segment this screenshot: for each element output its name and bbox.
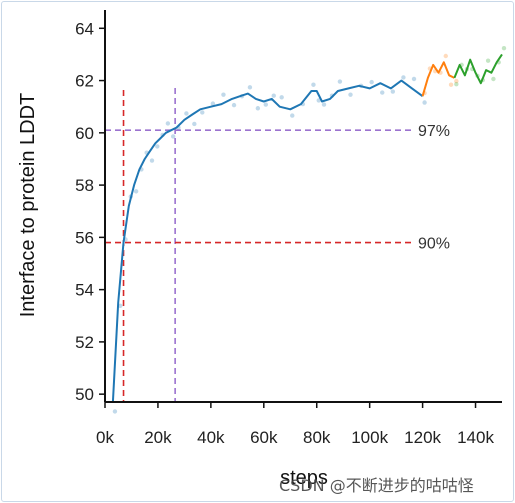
x-tick-label: 80k (303, 428, 331, 447)
series-point (401, 75, 406, 80)
series-point (348, 92, 353, 97)
series-point (443, 53, 448, 59)
series-point (170, 134, 176, 139)
y-tick-label: 50 (75, 385, 94, 404)
x-tick-label: 100k (351, 428, 388, 447)
series-point (454, 78, 459, 84)
ticks: 50 52 54 56 58 60 62 64 0k 20k 40k 60k 80k 100k 120k 14… (75, 19, 494, 447)
y-tick-label: 52 (75, 333, 94, 352)
y-tick-label: 62 (75, 72, 94, 91)
series-point (448, 82, 454, 87)
watermark-text: CSDN @不断进步的咕咕怪 (279, 476, 474, 495)
reference-lines: 97% 90% (105, 88, 450, 402)
series-point (321, 102, 327, 107)
series-point (422, 100, 427, 105)
x-axis-title: steps (280, 467, 328, 489)
y-axis-title: Interface to protein LDDT (17, 93, 39, 318)
series-point (411, 76, 417, 82)
reference-line-label: 97% (418, 123, 450, 140)
series-point (485, 58, 491, 63)
x-tick-label: 60k (250, 428, 278, 447)
series-point (491, 76, 496, 82)
series-point (155, 144, 160, 149)
x-tick-label: 20k (144, 428, 172, 447)
series-point (112, 409, 118, 414)
y-tick-label: 58 (75, 176, 94, 195)
series-point (221, 92, 226, 97)
x-tick-label: 120k (404, 428, 441, 447)
series-point (247, 85, 253, 90)
series-point (149, 158, 155, 163)
series-point (380, 90, 385, 95)
series-point (263, 102, 268, 107)
series-layer (111, 45, 507, 414)
series-point (192, 121, 197, 127)
series-point (311, 82, 316, 87)
series-point (231, 102, 237, 108)
series-point (271, 93, 276, 98)
series-line (421, 61, 455, 97)
reference-line-label: 90% (418, 236, 450, 253)
x-tick-label: 40k (197, 428, 225, 447)
series-point (184, 111, 189, 116)
series-line (453, 53, 503, 85)
series-point (165, 121, 171, 126)
series-point (390, 89, 396, 94)
series-point (501, 45, 507, 51)
y-tick-label: 64 (75, 19, 94, 38)
series-line (111, 79, 424, 403)
y-tick-label: 54 (75, 281, 94, 300)
series-point (200, 110, 205, 115)
series-point (133, 189, 139, 194)
series-point (118, 303, 123, 309)
series-point (337, 79, 343, 84)
y-tick-label: 56 (75, 228, 94, 247)
series-point (255, 106, 261, 111)
y-tick-label: 60 (75, 124, 94, 143)
series-point (210, 101, 216, 106)
axes (104, 10, 502, 403)
x-tick-label: 140k (457, 428, 494, 447)
x-tick-label: 0k (96, 428, 114, 447)
series-point (290, 113, 295, 118)
series-point (279, 95, 284, 100)
series-point (369, 79, 374, 85)
series-point (454, 82, 459, 87)
